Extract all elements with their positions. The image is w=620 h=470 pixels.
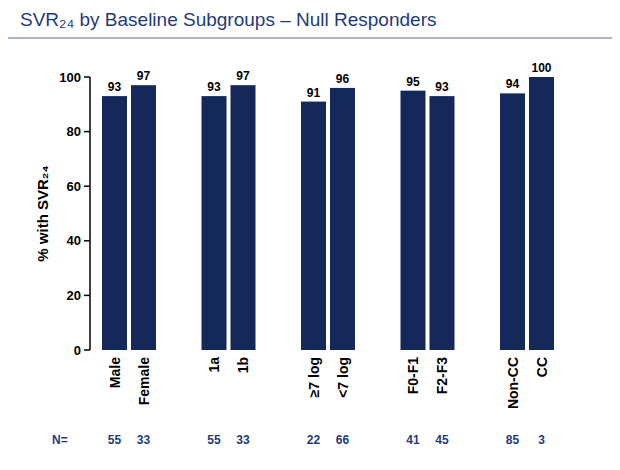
bar: [430, 96, 455, 350]
bar: [231, 85, 256, 350]
y-tick: [84, 185, 90, 187]
x-tick-label: CC: [534, 357, 550, 377]
title-rule: [8, 37, 612, 39]
y-tick-label: 0: [74, 343, 81, 358]
count-label: 22: [307, 433, 321, 447]
x-tick-label: F0-F1: [405, 357, 421, 395]
x-tick-label: F2-F3: [434, 357, 450, 395]
count-row-label: N=: [52, 433, 68, 447]
y-axis-line: [89, 77, 91, 350]
count-label: 55: [108, 433, 122, 447]
count-label: 33: [137, 433, 151, 447]
count-label: 66: [336, 433, 350, 447]
title: SVR₂₄ by Baseline Subgroups – Null Respo…: [20, 9, 436, 30]
page: {"chart_data": {"type": "bar", "title": …: [0, 0, 620, 470]
bars: [102, 77, 554, 350]
bar: [202, 96, 227, 350]
y-tick: [84, 240, 90, 242]
count-label: 85: [506, 433, 520, 447]
chart: SVR₂₄ by Baseline Subgroups – Null Respo…: [0, 0, 620, 470]
data-label: 96: [336, 72, 350, 86]
data-label: 94: [506, 77, 520, 91]
y-tick-label: 100: [59, 70, 81, 85]
y-tick-label: 40: [67, 233, 81, 248]
x-tick-label: Non-CC: [505, 357, 521, 409]
y-tick: [84, 131, 90, 133]
y-tick: [84, 349, 90, 351]
data-label: 93: [435, 80, 449, 94]
x-tick-label: 1a: [206, 357, 222, 373]
data-label: 100: [531, 61, 551, 75]
data-label: 93: [108, 80, 122, 94]
x-tick-label: <7 log: [335, 357, 351, 398]
bar: [301, 102, 326, 350]
y-tick-label: 20: [67, 288, 81, 303]
count-label: 33: [236, 433, 250, 447]
y-tick: [84, 76, 90, 78]
bar: [330, 88, 355, 350]
count-label: 45: [435, 433, 449, 447]
data-label: 97: [236, 69, 250, 83]
bar: [131, 85, 156, 350]
bar: [102, 96, 127, 350]
count-label: 3: [538, 433, 545, 447]
bar: [500, 93, 525, 350]
bar: [401, 91, 426, 350]
y-axis-label: % with SVR₂₄: [34, 165, 51, 261]
data-label: 93: [207, 80, 221, 94]
y-tick: [84, 295, 90, 297]
x-tick-label: 1b: [235, 357, 251, 373]
y-tick-label: 80: [67, 124, 81, 139]
data-label: 91: [307, 86, 321, 100]
y-tick-label: 60: [67, 179, 81, 194]
x-tick-label: Female: [136, 357, 152, 405]
count-label: 41: [406, 433, 420, 447]
data-label: 97: [137, 69, 151, 83]
bar: [529, 77, 554, 350]
x-tick-label: Male: [107, 357, 123, 388]
x-tick-label: ≥7 log: [306, 357, 322, 397]
count-label: 55: [207, 433, 221, 447]
data-label: 95: [406, 75, 420, 89]
